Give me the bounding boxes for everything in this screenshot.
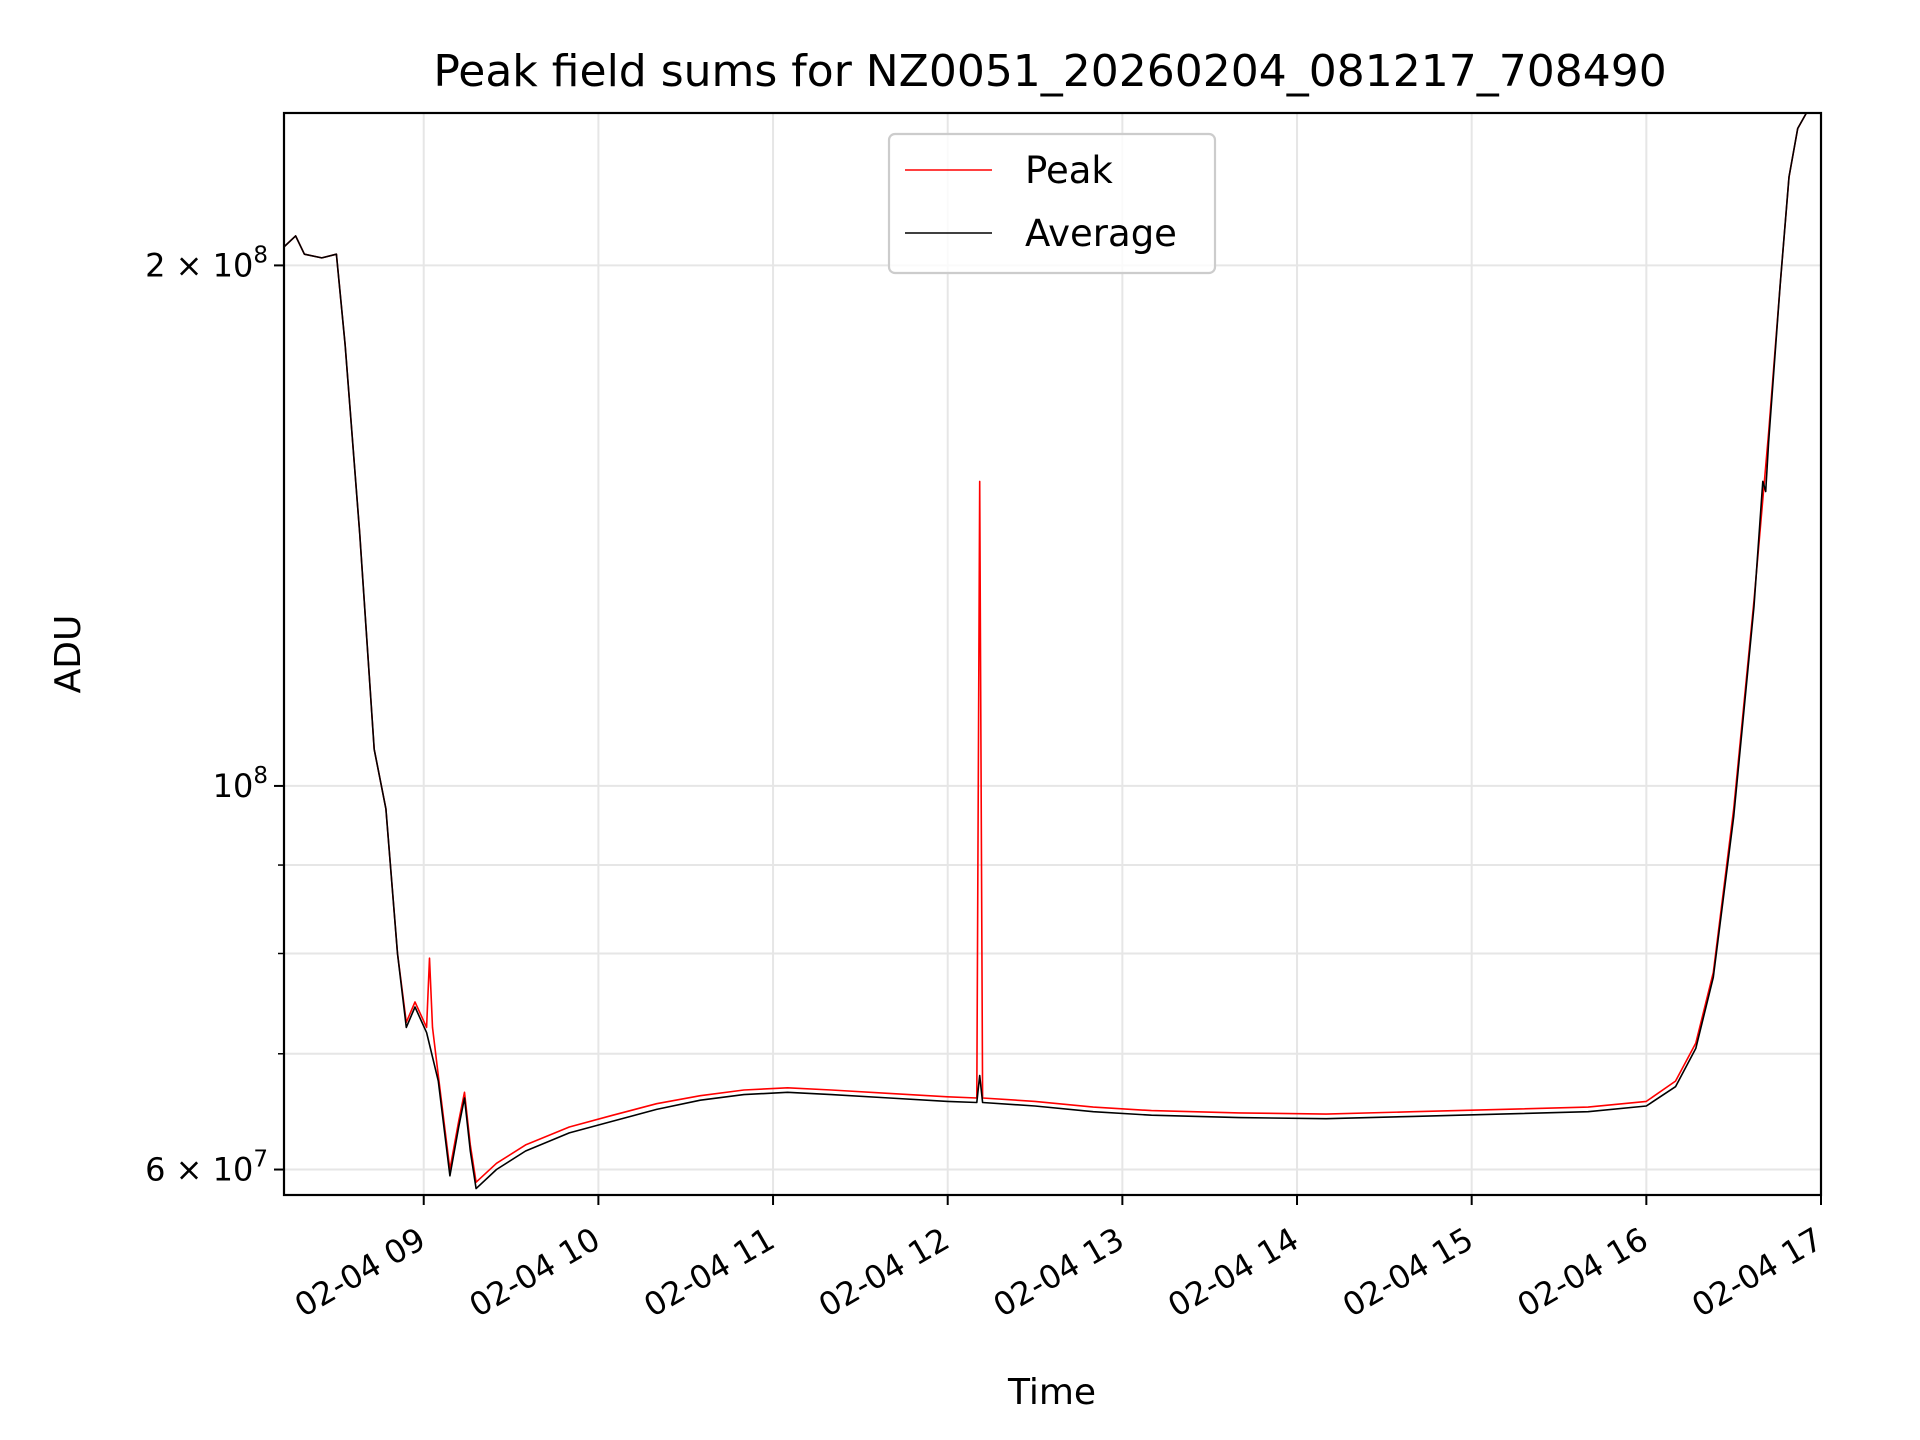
axes-frame	[282, 111, 1823, 1197]
series-line-average	[284, 113, 1808, 1190]
y-tick-label: 108	[213, 763, 268, 805]
legend: Peak Average	[887, 132, 1217, 275]
chart-title: Peak field sums for NZ0051_20260204_0812…	[433, 46, 1666, 97]
x-axis-label: Time	[1007, 1372, 1096, 1413]
legend-average-label: Average	[1025, 212, 1177, 255]
y-tick-label: 6 × 107	[145, 1147, 268, 1189]
y-axis: 6 × 107 108 2 × 108	[145, 242, 284, 1189]
y-tick-label: 2 × 108	[145, 242, 268, 284]
legend-box	[887, 132, 1217, 275]
y-axis-label: ADU	[48, 615, 89, 694]
plot-area	[284, 113, 1808, 1190]
legend-peak-label: Peak	[1025, 149, 1113, 192]
